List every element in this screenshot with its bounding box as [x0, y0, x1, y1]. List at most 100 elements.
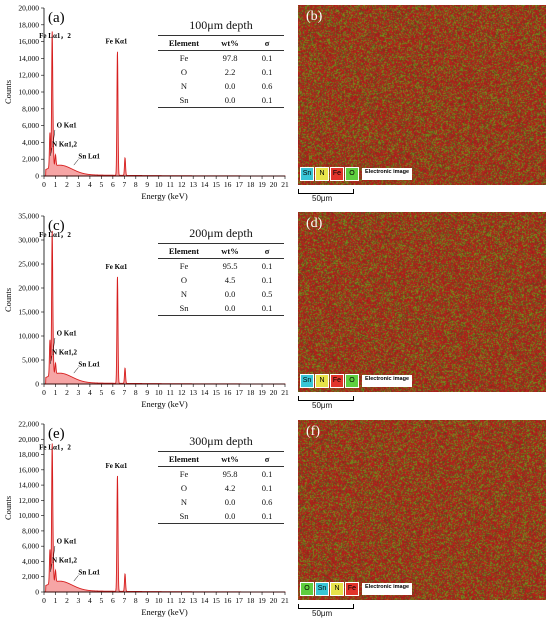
x-tick-label: 18 [247, 388, 255, 397]
legend-chip: N [315, 167, 329, 181]
x-tick-label: 4 [88, 596, 92, 605]
x-tick-label: 0 [42, 180, 46, 189]
legend-chip: N [315, 374, 329, 388]
table-cell: O [180, 67, 188, 77]
peak-annotation: O Kα1 [57, 537, 78, 545]
x-tick-label: 16 [224, 596, 232, 605]
electronic-image-label: Electronic image [362, 168, 413, 180]
x-tick-label: 4 [88, 180, 92, 189]
table-cell: 0.5 [261, 289, 273, 299]
x-tick-label: 3 [77, 596, 81, 605]
y-tick-label: 18,000 [18, 20, 39, 29]
legend-chip: O [345, 167, 359, 181]
peak-annotation: O Kα1 [57, 329, 78, 337]
table-cell: 0.0 [224, 95, 236, 105]
peak-annotation: Fe Lα1，2 [39, 32, 71, 40]
table-row: Fe 95.5 0.1 [158, 259, 284, 273]
table-cell: 95.8 [222, 469, 238, 479]
annotation-leader [50, 147, 53, 156]
peak-annotation: N Kα1,2 [52, 349, 77, 357]
y-tick-label: 20,000 [18, 435, 39, 444]
y-tick-label: 22,000 [18, 420, 39, 429]
y-tick-label: 6,000 [22, 542, 39, 551]
x-tick-label: 1 [54, 388, 58, 397]
table-cell: 0.1 [261, 95, 273, 105]
x-axis-label: Energy (keV) [141, 191, 188, 201]
y-tick-label: 0 [35, 380, 39, 389]
x-tick-label: 5 [100, 180, 104, 189]
spectrum-svg-a: 0 2,000 4,000 6,000 8,000 10,000 12,000 14,000 1… [3, 4, 289, 202]
y-tick-label: 30,000 [18, 236, 39, 245]
table-cell: 0.1 [261, 483, 273, 493]
x-tick-label: 13 [189, 596, 197, 605]
table-cell: 0.1 [261, 303, 273, 313]
peak-annotation: Fe Kα1 [105, 462, 127, 470]
y-tick-label: 2,000 [22, 572, 39, 581]
y-tick-label: 2,000 [22, 155, 39, 164]
y-tick-label: 5,000 [22, 356, 39, 365]
annotation-leader [52, 545, 56, 559]
table-cell: 0.1 [261, 53, 273, 63]
table-row: N 0.0 0.5 [158, 287, 284, 301]
y-tick-label: 10,000 [18, 332, 39, 341]
eds-map-canvas-b [298, 5, 546, 185]
x-tick-label: 15 [212, 388, 220, 397]
table-cell: 0.0 [224, 511, 236, 521]
x-tick-label: 10 [155, 388, 163, 397]
peak-annotation: Fe Kα1 [105, 38, 127, 46]
table-cell: 0.1 [261, 261, 273, 271]
annotation-leader [73, 367, 79, 374]
y-tick-label: 15,000 [18, 308, 39, 317]
peak-annotation: Fe Lα1，2 [39, 444, 71, 452]
x-tick-label: 9 [145, 596, 149, 605]
table-cell: Fe [179, 53, 189, 63]
x-tick-label: 2 [65, 180, 69, 189]
spectrum-panel-a: 0 2,000 4,000 6,000 8,000 10,000 12,000 14,000 1… [0, 0, 295, 208]
map-legend-f: O Sn N Fe Electronic image [300, 582, 413, 596]
x-tick-label: 17 [235, 596, 243, 605]
table-cell: 4.5 [224, 275, 236, 285]
y-axis-label: Counts [3, 496, 13, 520]
y-tick-label: 12,000 [18, 71, 39, 80]
legend-chip: O [300, 582, 314, 596]
electronic-image-label: Electronic image [362, 375, 413, 387]
table-cell: Fe [179, 469, 189, 479]
x-tick-label: 16 [224, 180, 232, 189]
spectrum-svg-e: 0 2,000 4,000 6,000 8,000 10,000 12,000 14,000 1… [3, 420, 289, 618]
table-cell: 97.8 [222, 53, 238, 63]
x-axis-label: Energy (keV) [141, 607, 188, 617]
x-tick-label: 11 [167, 388, 174, 397]
table-cell: 0.0 [224, 289, 236, 299]
table-row: O 4.5 0.1 [158, 273, 284, 287]
peak-annotation: Fe Kα1 [105, 263, 127, 271]
scale-bar-text: 50μm [312, 194, 333, 203]
spectrum-svg-c: 0 5,000 10,000 15,000 20,000 25,000 30,000 35,0… [3, 212, 289, 410]
eds-map-canvas-d [298, 212, 546, 392]
x-tick-label: 3 [77, 180, 81, 189]
depth-title: 200μm depth [158, 226, 284, 244]
x-tick-label: 8 [134, 180, 138, 189]
table-header: Element wt% σ [158, 36, 284, 51]
map-label-b: (b) [306, 9, 323, 24]
map-legend-d: Sn N Fe O Electronic image [300, 374, 413, 388]
scale-bar-line [298, 189, 354, 194]
annotation-leader [73, 575, 79, 582]
table-header-cell: wt% [221, 38, 239, 48]
x-tick-label: 20 [270, 388, 278, 397]
table-row: Sn 0.0 0.1 [158, 509, 284, 524]
legend-chip: Fe [330, 167, 344, 181]
y-tick-label: 8,000 [22, 526, 39, 535]
peak-annotation: Sn Lα1 [78, 152, 100, 160]
table-cell: O [180, 275, 188, 285]
table-row: O 2.2 0.1 [158, 65, 284, 79]
x-tick-label: 10 [155, 596, 163, 605]
annotation-leader [52, 337, 56, 351]
table-header-cell: σ [264, 38, 270, 48]
x-tick-label: 12 [178, 596, 186, 605]
table-header-cell: Element [168, 454, 200, 464]
table-cell: 0.0 [224, 497, 236, 507]
table-row: Sn 0.0 0.1 [158, 93, 284, 108]
legend-chip: O [345, 374, 359, 388]
x-tick-label: 20 [270, 596, 278, 605]
x-tick-label: 13 [189, 388, 197, 397]
